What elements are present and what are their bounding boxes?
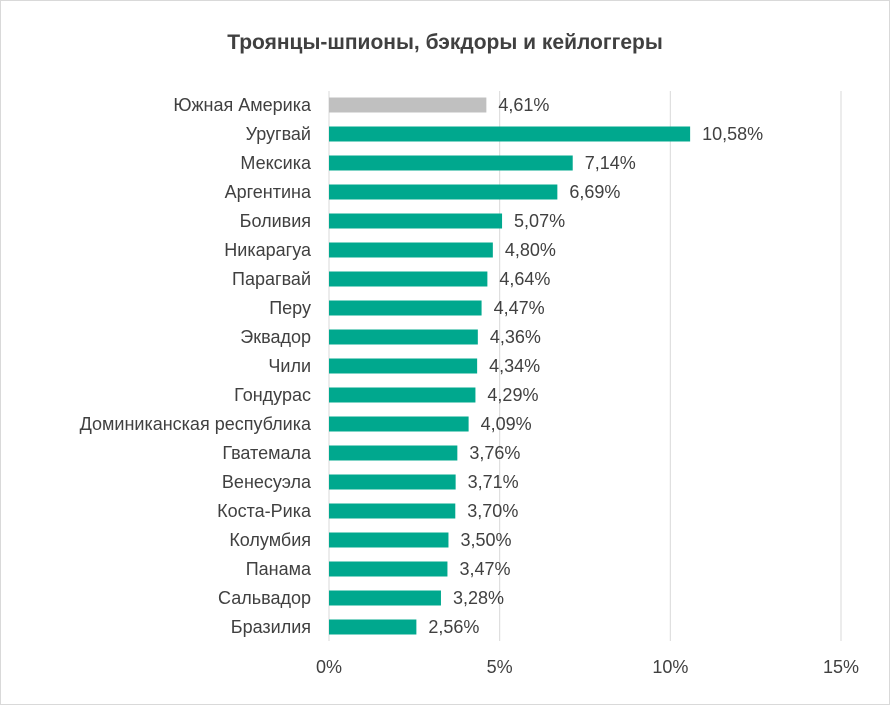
category-label: Аргентина bbox=[225, 182, 312, 202]
bar bbox=[329, 242, 493, 258]
data-label: 3,71% bbox=[468, 472, 519, 492]
bar bbox=[329, 619, 417, 635]
category-label: Никарагуа bbox=[224, 240, 312, 260]
category-label: Колумбия bbox=[229, 530, 311, 550]
category-label: Бразилия bbox=[231, 617, 311, 637]
bar bbox=[329, 416, 469, 432]
data-label: 7,14% bbox=[585, 153, 636, 173]
data-label: 6,69% bbox=[569, 182, 620, 202]
category-label: Гватемала bbox=[222, 443, 312, 463]
bar bbox=[329, 445, 458, 461]
bar bbox=[329, 329, 478, 345]
data-label: 4,36% bbox=[490, 327, 541, 347]
x-tick-label: 10% bbox=[652, 657, 688, 677]
data-label: 2,56% bbox=[428, 617, 479, 637]
bar bbox=[329, 474, 456, 490]
x-tick-label: 0% bbox=[316, 657, 342, 677]
category-label: Чили bbox=[268, 356, 311, 376]
category-label: Панама bbox=[246, 559, 312, 579]
category-label: Боливия bbox=[240, 211, 311, 231]
bar bbox=[329, 300, 482, 316]
data-label: 10,58% bbox=[702, 124, 763, 144]
bar bbox=[329, 97, 487, 113]
data-label: 4,47% bbox=[494, 298, 545, 318]
category-label: Уругвай bbox=[246, 124, 311, 144]
bar bbox=[329, 358, 478, 374]
category-label: Мексика bbox=[240, 153, 312, 173]
data-label: 4,80% bbox=[505, 240, 556, 260]
bar bbox=[329, 590, 441, 606]
category-label: Сальвадор bbox=[218, 588, 311, 608]
bar bbox=[329, 561, 448, 577]
category-label: Перу bbox=[269, 298, 311, 318]
bar bbox=[329, 155, 573, 171]
data-label: 4,09% bbox=[481, 414, 532, 434]
x-tick-label: 5% bbox=[487, 657, 513, 677]
data-label: 4,61% bbox=[498, 95, 549, 115]
category-label: Эквадор bbox=[240, 327, 311, 347]
data-label: 4,64% bbox=[499, 269, 550, 289]
data-label: 3,50% bbox=[460, 530, 511, 550]
category-label: Гондурас bbox=[234, 385, 311, 405]
bar bbox=[329, 126, 691, 142]
bar bbox=[329, 184, 558, 200]
bar bbox=[329, 271, 488, 287]
data-label: 5,07% bbox=[514, 211, 565, 231]
category-label: Коста-Рика bbox=[217, 501, 312, 521]
category-label: Доминиканская республика bbox=[80, 414, 312, 434]
data-label: 3,28% bbox=[453, 588, 504, 608]
data-label: 4,34% bbox=[489, 356, 540, 376]
data-label: 3,70% bbox=[467, 501, 518, 521]
bar bbox=[329, 387, 476, 403]
bar bbox=[329, 213, 503, 229]
category-label: Венесуэла bbox=[222, 472, 312, 492]
data-label: 3,47% bbox=[459, 559, 510, 579]
bar bbox=[329, 532, 449, 548]
category-label: Южная Америка bbox=[173, 95, 312, 115]
bar bbox=[329, 503, 456, 519]
category-label: Парагвай bbox=[232, 269, 311, 289]
data-label: 4,29% bbox=[487, 385, 538, 405]
x-tick-label: 15% bbox=[823, 657, 859, 677]
chart-title: Троянцы-шпионы, бэкдоры и кейлоггеры bbox=[227, 31, 663, 54]
data-label: 3,76% bbox=[469, 443, 520, 463]
